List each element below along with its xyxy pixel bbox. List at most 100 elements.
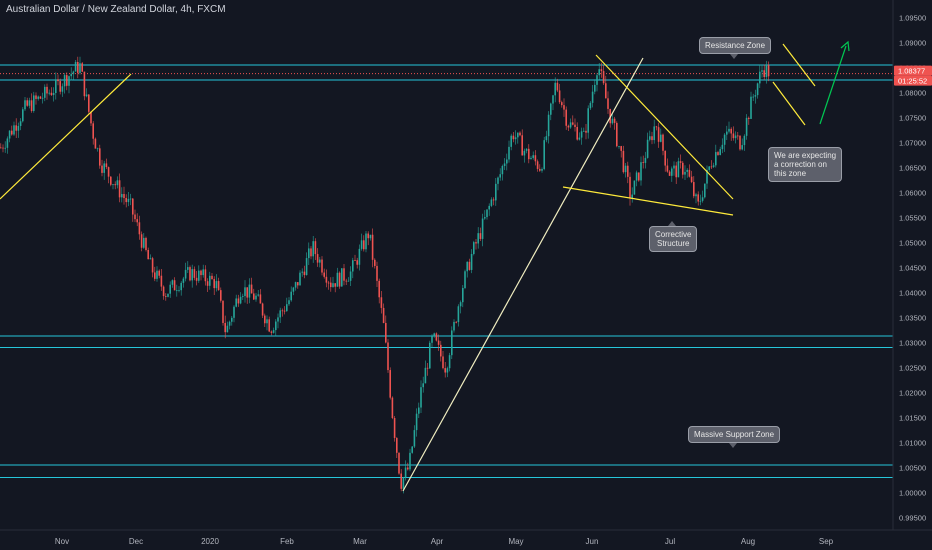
candle-body bbox=[178, 290, 180, 291]
candle-body bbox=[668, 171, 671, 176]
candle-body bbox=[404, 467, 407, 478]
candle-body bbox=[629, 176, 631, 199]
candle-body bbox=[457, 306, 460, 323]
candle-body bbox=[290, 291, 292, 301]
candle-body bbox=[116, 180, 119, 186]
candle-body bbox=[398, 452, 400, 474]
candle-body bbox=[215, 281, 218, 289]
candle-body bbox=[519, 132, 521, 136]
candle-body bbox=[169, 284, 171, 294]
candle-body bbox=[684, 171, 686, 175]
candle-body bbox=[182, 278, 185, 283]
y-tick-label: 1.08000 bbox=[899, 89, 926, 98]
candle-body bbox=[402, 477, 405, 489]
candle-body bbox=[13, 125, 15, 135]
candle-body bbox=[369, 234, 372, 239]
candle-body bbox=[512, 135, 515, 140]
candle-body bbox=[642, 162, 644, 163]
candle-body bbox=[92, 123, 94, 139]
arrow-head-icon bbox=[840, 40, 850, 52]
y-tick-label: 1.02500 bbox=[899, 364, 926, 373]
candle-body bbox=[24, 100, 26, 110]
callout-tail bbox=[668, 221, 676, 226]
candle-body bbox=[292, 287, 295, 292]
candle-body bbox=[378, 280, 380, 298]
candle-body bbox=[660, 134, 662, 142]
candle-body bbox=[363, 240, 365, 250]
candle-body bbox=[314, 241, 317, 255]
candle-body bbox=[55, 79, 57, 93]
candle-body bbox=[763, 70, 765, 78]
candle-body bbox=[59, 81, 61, 92]
candle-body bbox=[176, 290, 178, 292]
candle-body bbox=[374, 259, 376, 266]
y-tick-label: 1.03500 bbox=[899, 314, 926, 323]
x-tick-label: 2020 bbox=[201, 537, 219, 546]
corrective-text-2: Structure bbox=[656, 239, 690, 248]
time-axis: Nov Dec 2020 Feb Mar Apr May Jun Jul Aug Sep bbox=[0, 529, 932, 546]
candle-body bbox=[202, 269, 204, 276]
candle-body bbox=[635, 172, 638, 181]
candle-body bbox=[277, 317, 279, 322]
candle-body bbox=[303, 271, 306, 276]
candle-body bbox=[50, 92, 53, 96]
candle-body bbox=[358, 248, 361, 265]
y-tick-label: 1.01000 bbox=[899, 439, 926, 448]
y-tick-label: 1.02000 bbox=[899, 389, 926, 398]
wedge-lower-line bbox=[562, 186, 734, 216]
candle-body bbox=[349, 271, 352, 281]
candle-body bbox=[695, 194, 697, 197]
candle-body bbox=[294, 282, 297, 288]
candle-body bbox=[475, 242, 477, 244]
candle-body bbox=[429, 342, 431, 369]
candle-body bbox=[710, 166, 713, 168]
candle-body bbox=[44, 86, 46, 98]
candle-body bbox=[242, 296, 244, 297]
candle-body bbox=[422, 383, 424, 388]
candle-body bbox=[184, 269, 187, 279]
candle-body bbox=[446, 368, 449, 373]
resistance-zone-text: Resistance Zone bbox=[705, 41, 766, 50]
candle-body bbox=[343, 268, 345, 281]
candle-body bbox=[424, 367, 427, 384]
drawings bbox=[0, 40, 850, 492]
candle-body bbox=[283, 310, 286, 312]
candle-body bbox=[587, 108, 589, 133]
candle-body bbox=[435, 333, 438, 341]
candle-body bbox=[114, 184, 116, 186]
candle-body bbox=[193, 269, 196, 278]
chart-title: Australian Dollar / New Zealand Dollar, … bbox=[6, 4, 226, 15]
candle-body bbox=[611, 118, 614, 124]
candle-body bbox=[547, 114, 550, 137]
candle-body bbox=[418, 407, 420, 414]
candles bbox=[0, 56, 770, 494]
x-tick-label: Nov bbox=[55, 537, 69, 546]
candle-body bbox=[145, 237, 147, 251]
candle-body bbox=[433, 333, 435, 337]
candle-body bbox=[602, 71, 605, 84]
candle-body bbox=[455, 321, 457, 323]
candle-body bbox=[646, 139, 649, 158]
y-tick-label: 1.04500 bbox=[899, 264, 926, 273]
candle-body bbox=[620, 146, 622, 151]
candle-body bbox=[730, 128, 732, 134]
candle-body bbox=[330, 282, 332, 288]
candle-body bbox=[385, 322, 387, 343]
candle-body bbox=[514, 137, 517, 140]
y-tick-label: 1.07000 bbox=[899, 139, 926, 148]
y-tick-label: 1.03000 bbox=[899, 339, 926, 348]
candle-body bbox=[453, 321, 455, 331]
candle-body bbox=[321, 259, 323, 273]
candle-body bbox=[497, 177, 499, 184]
candle-body bbox=[627, 165, 629, 177]
candle-body bbox=[338, 272, 341, 287]
candle-body bbox=[35, 95, 37, 99]
candle-body bbox=[261, 303, 264, 316]
candle-body bbox=[195, 277, 198, 281]
candle-body bbox=[279, 310, 281, 318]
y-tick-label: 1.09500 bbox=[899, 14, 926, 23]
candle-body bbox=[565, 109, 567, 126]
candle-body bbox=[459, 302, 462, 307]
candle-body bbox=[237, 298, 240, 304]
